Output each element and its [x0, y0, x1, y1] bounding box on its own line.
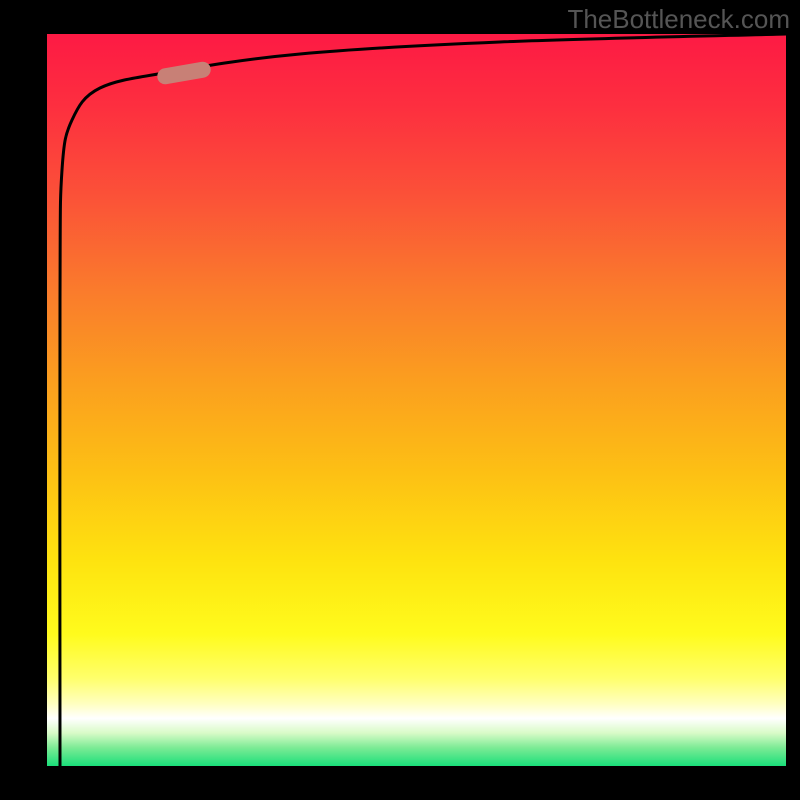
frame-right — [786, 0, 800, 800]
frame-bottom — [0, 766, 800, 800]
plot-background — [47, 34, 786, 766]
bottleneck-chart: TheBottleneck.com — [0, 0, 800, 800]
chart-svg — [0, 0, 800, 800]
watermark-text: TheBottleneck.com — [567, 4, 790, 35]
frame-left — [0, 0, 47, 800]
